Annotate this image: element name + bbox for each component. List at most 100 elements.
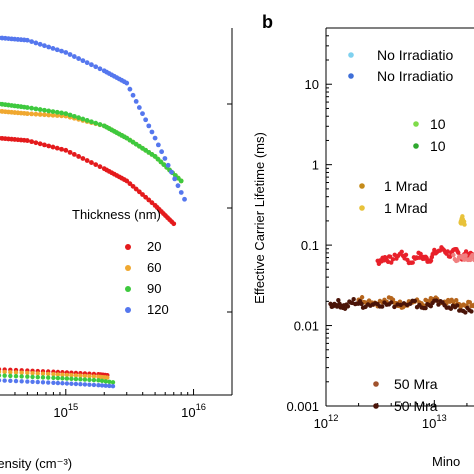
series-90-lower-point xyxy=(13,373,19,379)
panel-b-point xyxy=(403,252,409,258)
series-120-point xyxy=(178,190,184,195)
series-90-point xyxy=(59,110,64,116)
series-60-lower-point xyxy=(19,370,24,375)
series-90-lower-point xyxy=(55,375,61,381)
series-120-point xyxy=(93,64,99,70)
series-120-lower-point xyxy=(69,381,74,386)
series-120-point xyxy=(136,105,142,110)
panel-b-point xyxy=(448,306,454,311)
panel-b-y-tick-label: 1 xyxy=(312,158,319,173)
series-60-point xyxy=(33,111,39,117)
series-120-point xyxy=(182,196,187,202)
series-120-lower-point xyxy=(82,382,88,387)
series-60-lower-point xyxy=(87,373,92,379)
series-60-lower-point xyxy=(2,369,7,375)
series-120-lower-point xyxy=(91,382,97,388)
panel-b-point xyxy=(434,298,439,303)
series-60-point xyxy=(37,112,43,117)
series-90-point xyxy=(178,178,184,184)
series-120-point xyxy=(97,66,103,72)
series-120-point xyxy=(80,58,86,64)
panel-b-legend-label: 50 Mra xyxy=(394,398,438,414)
series-90-point xyxy=(37,107,43,112)
panel-b-point xyxy=(359,301,364,307)
series-20-point xyxy=(143,194,149,200)
series-120-lower-point xyxy=(35,379,40,385)
series-60-lower-point xyxy=(51,372,56,377)
series-90-point xyxy=(84,118,90,123)
panel-a-x-tick-label: 1015 xyxy=(53,402,78,420)
series-20-point xyxy=(33,140,39,146)
series-20-point xyxy=(133,186,139,192)
series-90-lower-point xyxy=(60,376,65,381)
series-60-lower-point xyxy=(40,371,46,376)
panel-b-legend-marker xyxy=(413,143,419,149)
series-120-lower-point xyxy=(51,380,56,385)
series-60-lower-point xyxy=(64,372,70,378)
series-60-lower-point xyxy=(105,375,110,380)
series-120-point xyxy=(59,48,64,54)
panel-b-point xyxy=(467,300,473,305)
panel-b-point xyxy=(454,297,459,303)
series-120-point xyxy=(29,39,35,44)
series-90-point xyxy=(29,105,35,111)
series-60-point xyxy=(24,111,30,117)
series-120-point xyxy=(24,37,30,43)
panel-b-point xyxy=(428,303,434,309)
panel-a-legend: Thickness (nm) 20 60 90 120 xyxy=(72,207,169,317)
series-60-lower-point xyxy=(13,370,19,375)
series-90-point xyxy=(24,105,30,110)
series-120-lower-point xyxy=(110,383,116,389)
series-60-point xyxy=(29,111,35,117)
panel-b-point xyxy=(428,258,434,263)
series-90-lower-point xyxy=(19,374,24,379)
panel-b-legend-label: No Irradiatio xyxy=(377,68,453,84)
panel-a-x-label: Density (cm⁻³) xyxy=(0,456,72,471)
panel-b-label: b xyxy=(262,12,273,32)
panel-b-point xyxy=(445,249,450,254)
panel-b-legend-label: 10 xyxy=(430,116,446,132)
series-20-point xyxy=(84,158,90,163)
panel-b-point xyxy=(456,250,461,255)
panel-b-legend-marker xyxy=(373,381,379,387)
series-20-point xyxy=(29,139,35,145)
panel-a-points xyxy=(0,35,187,389)
series-60-lower-point xyxy=(8,370,13,375)
series-20-point xyxy=(59,146,64,152)
panel-b-y-label: Effective Carrier Lifetime (ms) xyxy=(252,132,267,304)
panel-b-point xyxy=(390,257,396,262)
series-120-point xyxy=(149,129,155,135)
series-120-lower-point xyxy=(13,378,19,384)
series-60-lower-point xyxy=(60,372,65,377)
panel-b-point xyxy=(379,304,385,309)
series-120-point xyxy=(76,56,82,61)
series-90-lower-point xyxy=(40,375,46,380)
series-90-lower-point xyxy=(103,379,108,384)
series-90-point xyxy=(63,111,69,117)
series-90-lower-point xyxy=(82,377,88,382)
panel-b-legend-label: 10 xyxy=(430,138,446,154)
series-90-point xyxy=(46,108,52,114)
series-120-point xyxy=(175,183,181,189)
series-60-point xyxy=(50,112,56,118)
series-90-lower-point xyxy=(96,378,101,383)
series-120-point xyxy=(42,43,47,49)
series-120-point xyxy=(133,99,139,104)
series-120-point xyxy=(162,156,168,161)
panel-b-legend-label: 50 Mra xyxy=(394,376,438,392)
series-120-point xyxy=(172,176,178,182)
legend-marker-20 xyxy=(125,244,131,250)
series-120-lower-point xyxy=(40,380,46,385)
panel-b-x-tick-label: 1013 xyxy=(422,413,447,431)
series-120-point xyxy=(124,80,130,86)
legend-label-120: 120 xyxy=(147,302,169,317)
panel-b-legend-marker xyxy=(413,121,419,127)
series-60-lower-point xyxy=(30,371,35,376)
panel-a-x-tick-label: 1016 xyxy=(181,402,206,420)
panel-b-point xyxy=(392,304,397,310)
series-90-point xyxy=(89,119,94,125)
series-90-lower-point xyxy=(110,380,116,385)
series-120-point xyxy=(159,149,165,155)
panel-b-point xyxy=(462,222,467,227)
